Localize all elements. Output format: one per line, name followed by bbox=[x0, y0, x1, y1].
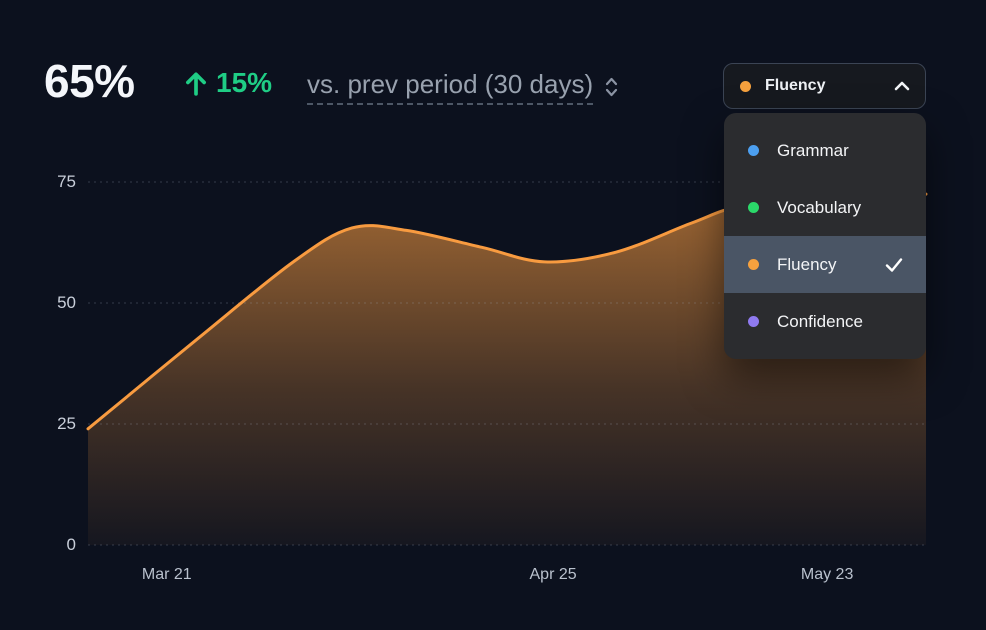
grammar-color-dot bbox=[748, 145, 759, 156]
menu-item-label: Grammar bbox=[777, 140, 849, 160]
y-tick-label: 75 bbox=[57, 172, 76, 191]
menu-item-fluency[interactable]: Fluency bbox=[724, 236, 926, 293]
menu-item-vocabulary[interactable]: Vocabulary bbox=[724, 179, 926, 236]
metric-dropdown-menu: Grammar Vocabulary Fluency Confidence bbox=[724, 113, 926, 359]
fluency-color-dot bbox=[748, 259, 759, 270]
selected-metric-color-dot bbox=[740, 80, 751, 92]
menu-item-label: Fluency bbox=[777, 254, 837, 274]
x-tick-label: May 23 bbox=[800, 566, 854, 583]
metric-select-button[interactable]: Fluency bbox=[723, 63, 926, 109]
x-tick-label: Apr 25 bbox=[529, 566, 577, 583]
y-tick-label: 0 bbox=[66, 535, 76, 554]
menu-item-confidence[interactable]: Confidence bbox=[724, 293, 926, 350]
menu-item-label: Vocabulary bbox=[777, 197, 862, 217]
trend-delta: 15% bbox=[216, 67, 273, 98]
x-tick-label: Mar 21 bbox=[141, 566, 192, 583]
confidence-color-dot bbox=[748, 316, 759, 327]
trend-indicator: 15% bbox=[183, 66, 272, 100]
current-value: 65% bbox=[44, 55, 135, 107]
chart-area-fill bbox=[88, 194, 926, 545]
vocabulary-color-dot bbox=[748, 202, 759, 213]
trend-up-arrow-icon bbox=[186, 72, 206, 96]
comparison-period-button[interactable]: vs. prev period (30 days) bbox=[307, 70, 620, 105]
comparison-period-label: vs. prev period (30 days) bbox=[307, 70, 594, 105]
chevron-up-icon bbox=[894, 81, 910, 91]
selected-metric-label: Fluency bbox=[765, 77, 826, 94]
check-icon bbox=[885, 257, 903, 272]
updown-chevron-icon bbox=[606, 77, 618, 97]
chart-gridlines bbox=[88, 181, 926, 546]
menu-item-label: Confidence bbox=[777, 311, 864, 331]
menu-item-grammar[interactable]: Grammar bbox=[724, 122, 926, 179]
y-tick-label: 25 bbox=[57, 414, 76, 433]
y-tick-label: 50 bbox=[57, 293, 76, 312]
